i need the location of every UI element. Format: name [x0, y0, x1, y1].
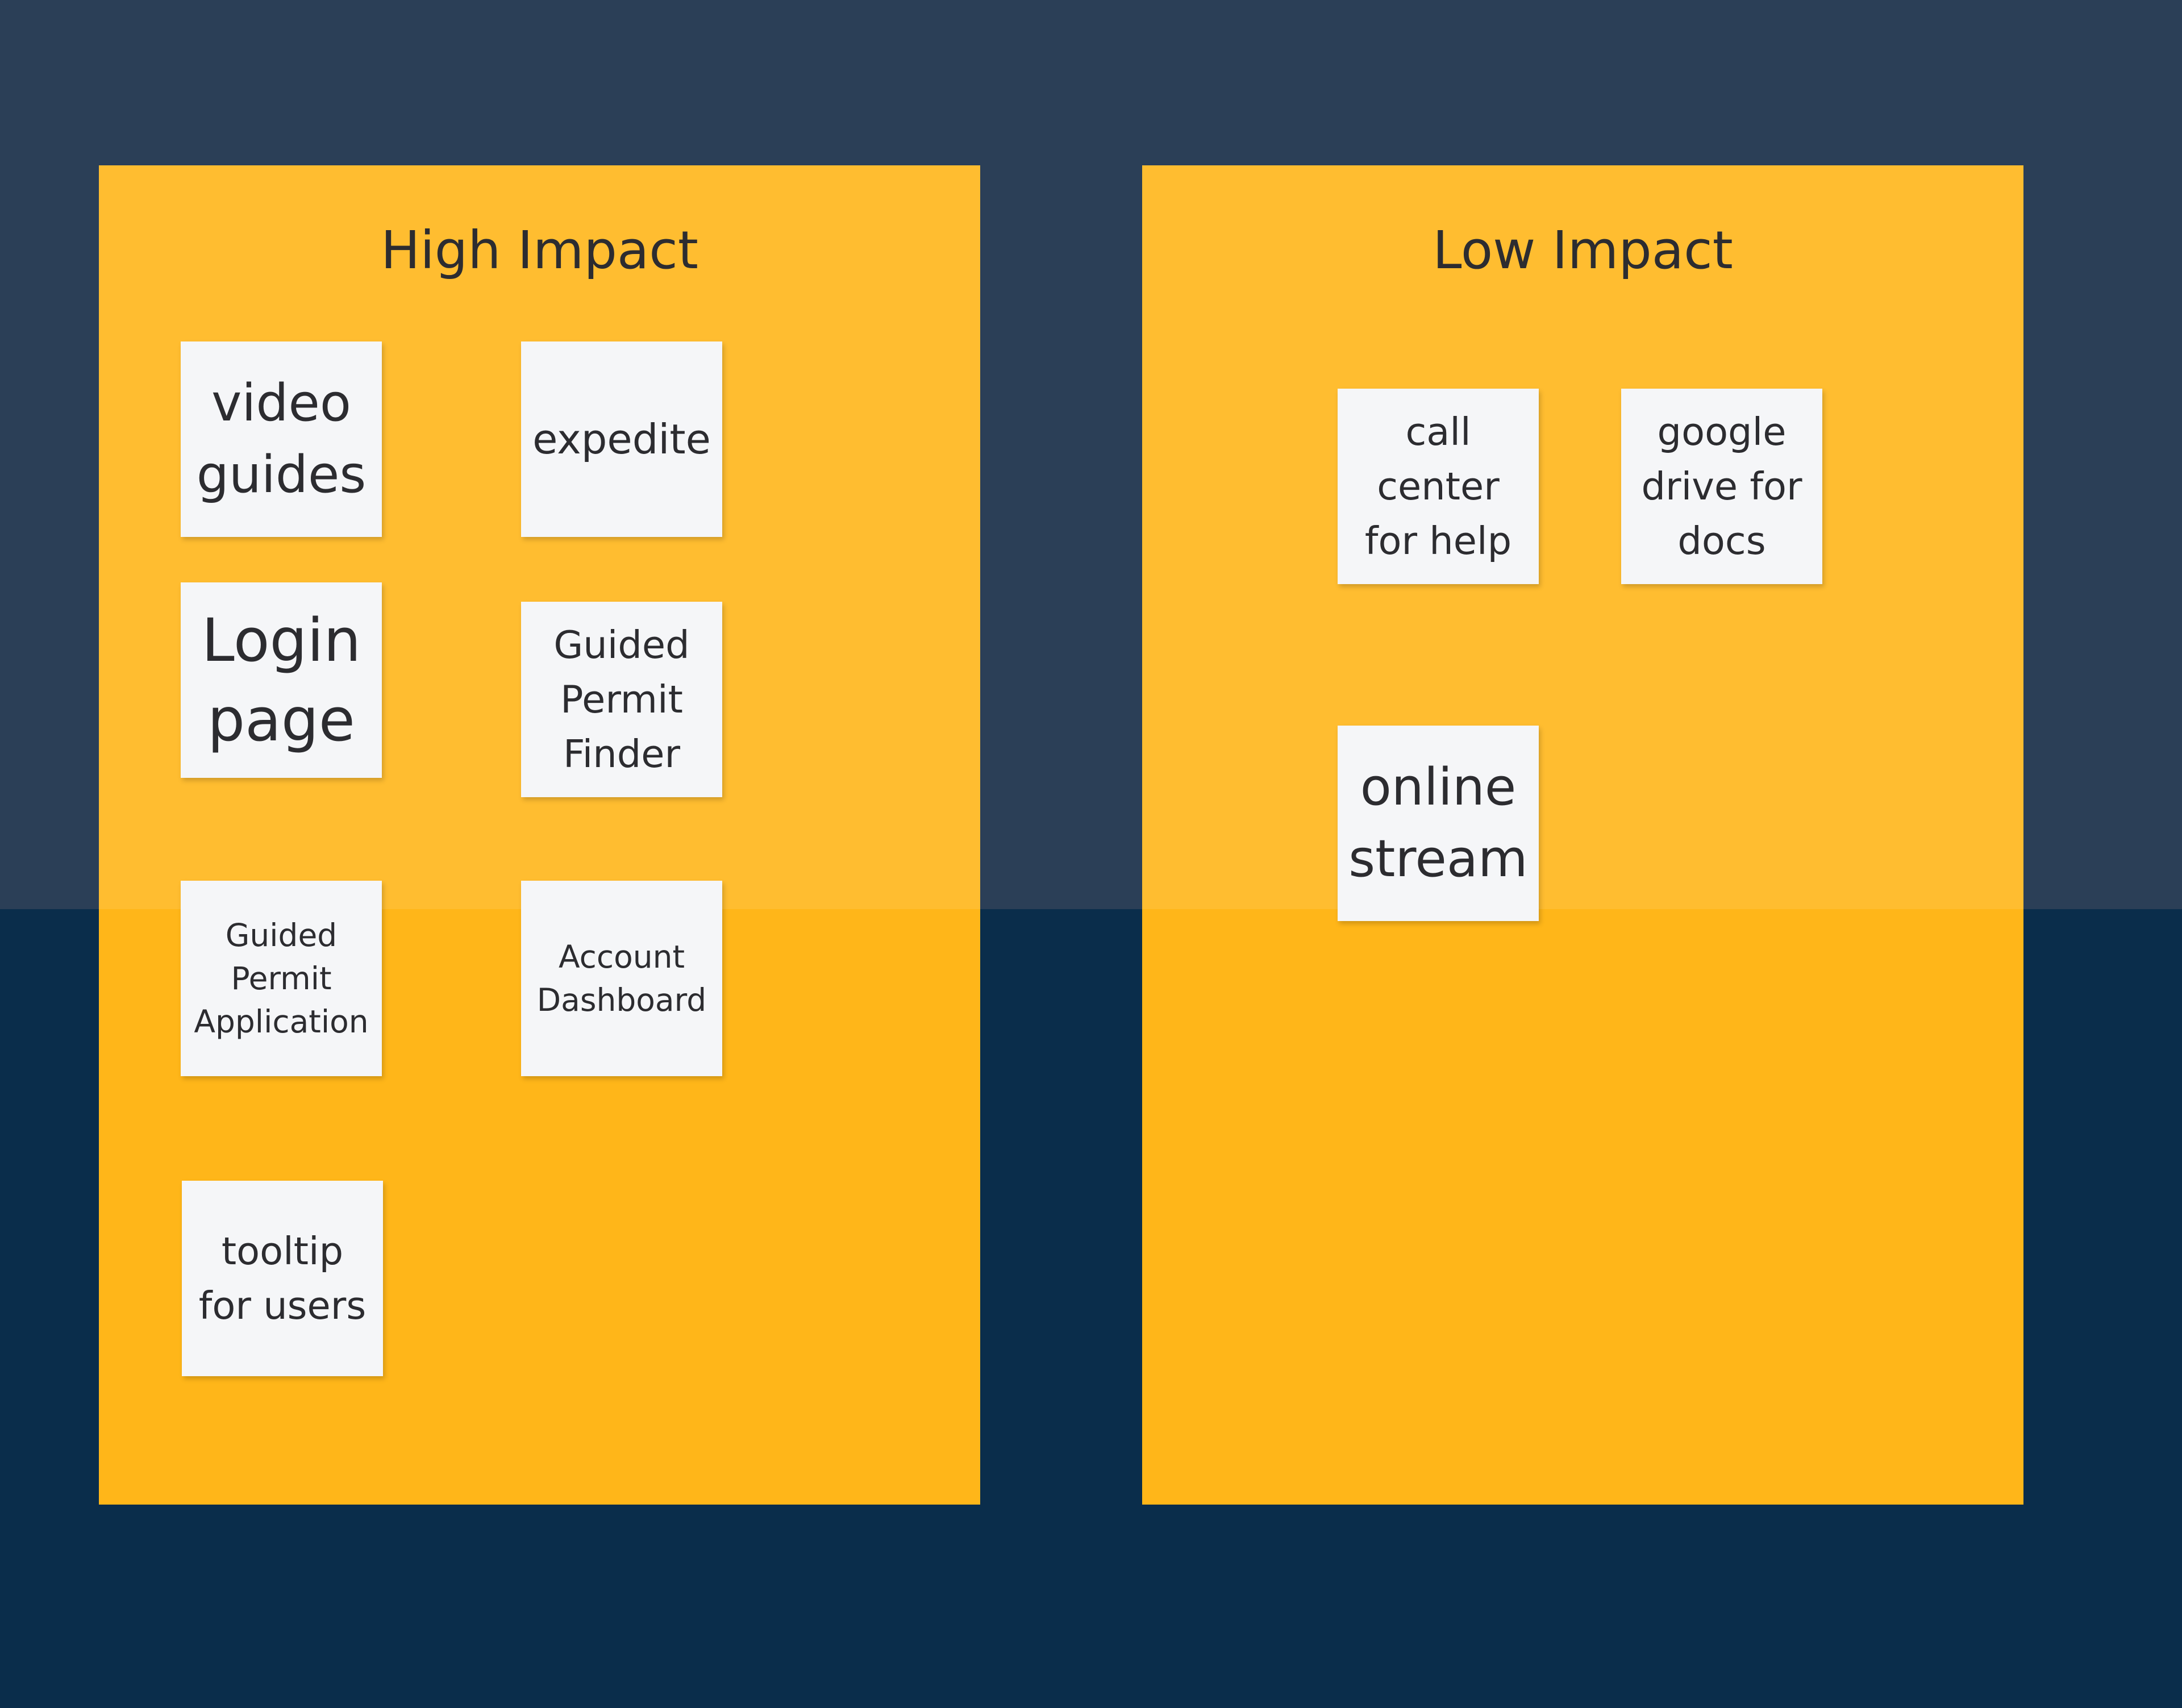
sticky-note-login-page[interactable]: Login page	[181, 582, 382, 778]
sticky-note-text: call center for help	[1364, 410, 1512, 563]
sticky-note-text: google drive for docs	[1641, 410, 1802, 563]
high-impact-panel[interactable]: High Impact video guides expedite Login …	[99, 165, 980, 1505]
sticky-note-guided-permit-finder[interactable]: Guided Permit Finder	[521, 602, 722, 797]
sticky-note-text: Guided Permit Finder	[553, 623, 690, 776]
sticky-note-account-dashboard[interactable]: Account Dashboard	[521, 881, 722, 1076]
sticky-note-online-stream[interactable]: online stream	[1338, 726, 1539, 921]
sticky-note-tooltip-for-users[interactable]: tooltip for users	[182, 1181, 383, 1376]
sticky-note-video-guides[interactable]: video guides	[181, 341, 382, 537]
low-impact-title: Low Impact	[1433, 220, 1733, 281]
sticky-note-text: Guided Permit Application	[194, 917, 369, 1040]
sticky-note-call-center-for-help[interactable]: call center for help	[1338, 389, 1539, 584]
sticky-note-text: video guides	[196, 373, 367, 505]
sticky-note-google-drive-for-docs[interactable]: google drive for docs	[1621, 389, 1822, 584]
sticky-note-text: tooltip for users	[198, 1229, 367, 1328]
sticky-note-text: Account Dashboard	[536, 939, 707, 1018]
low-impact-panel[interactable]: Low Impact call center for help google d…	[1142, 165, 2023, 1505]
sticky-note-guided-permit-application[interactable]: Guided Permit Application	[181, 881, 382, 1076]
sticky-note-expedite[interactable]: expedite	[521, 341, 722, 537]
sticky-note-text: expedite	[532, 415, 711, 463]
sticky-note-text: Login page	[201, 606, 361, 755]
sticky-note-text: online stream	[1348, 757, 1528, 889]
high-impact-title: High Impact	[381, 220, 698, 281]
